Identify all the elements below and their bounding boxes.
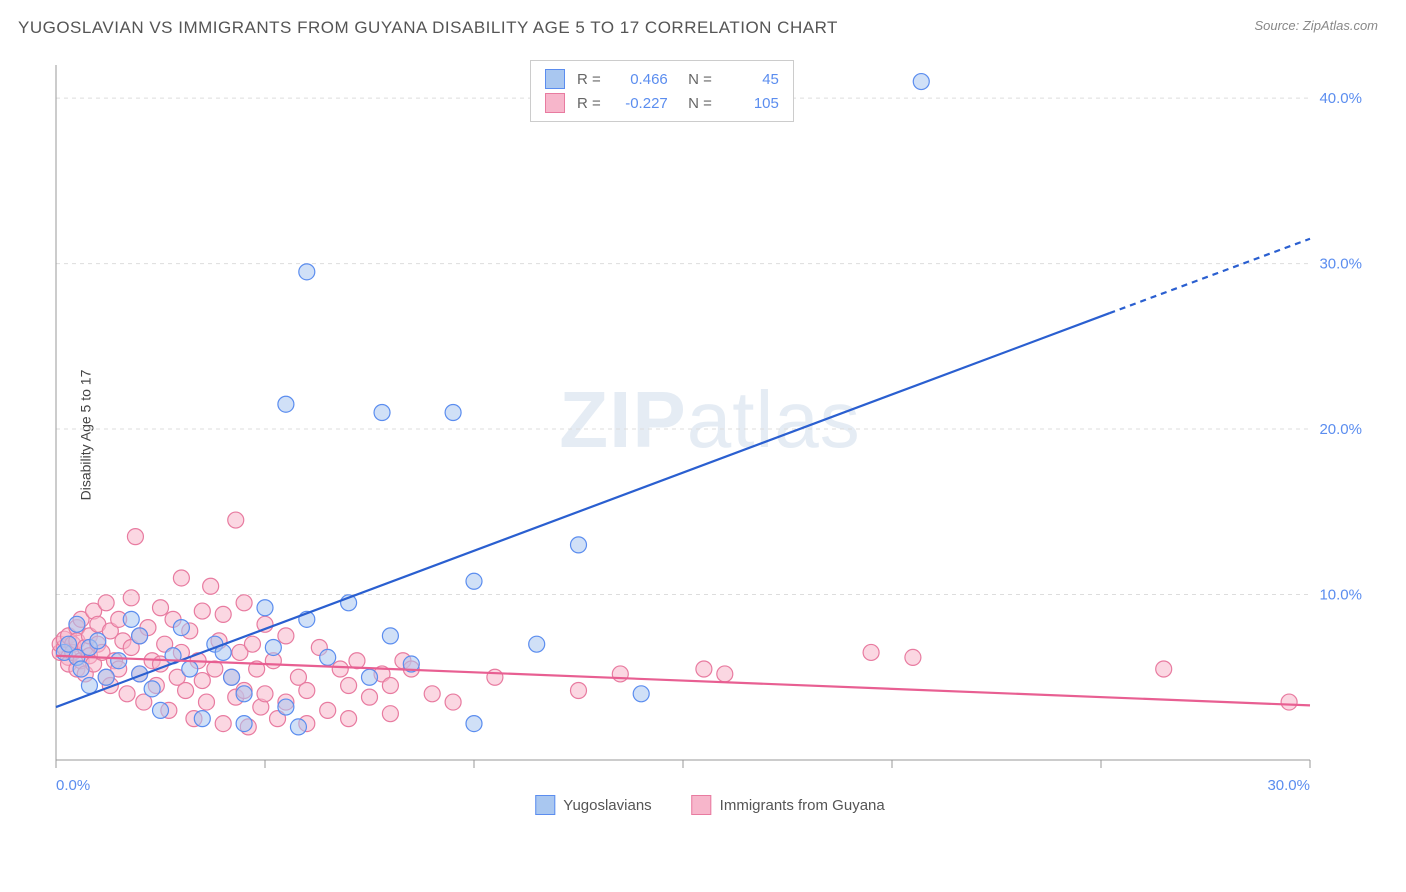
correlation-stats-box: R = 0.466 N = 45 R = -0.227 N = 105 <box>530 60 794 122</box>
legend-swatch-1 <box>692 795 712 815</box>
chart-container: Disability Age 5 to 17 ZIPatlas 10.0%20.… <box>50 55 1370 815</box>
chart-title: YUGOSLAVIAN VS IMMIGRANTS FROM GUYANA DI… <box>18 18 838 38</box>
stats-r-value-0: 0.466 <box>613 71 668 88</box>
stats-row-series-0: R = 0.466 N = 45 <box>545 67 779 91</box>
scatter-plot: 10.0% 20.0% 30.0% 40.0% 0.0% 30.0% <box>50 55 1370 815</box>
legend-label-1: Immigrants from Guyana <box>720 797 885 814</box>
svg-text:20.0%: 20.0% <box>1319 421 1362 438</box>
svg-text:30.0%: 30.0% <box>1319 256 1362 273</box>
svg-text:0.0%: 0.0% <box>56 777 90 794</box>
swatch-series-0 <box>545 69 565 89</box>
swatch-series-1 <box>545 93 565 113</box>
stats-n-value-1: 105 <box>724 95 779 112</box>
stats-n-label: N = <box>680 71 712 88</box>
legend-item-0: Yugoslavians <box>535 795 651 815</box>
svg-text:10.0%: 10.0% <box>1319 587 1362 604</box>
stats-n-value-0: 45 <box>724 71 779 88</box>
source-attribution: Source: ZipAtlas.com <box>1254 18 1378 33</box>
svg-text:30.0%: 30.0% <box>1267 777 1310 794</box>
svg-text:40.0%: 40.0% <box>1319 90 1362 107</box>
stats-r-label: R = <box>577 71 601 88</box>
stats-r-value-1: -0.227 <box>613 95 668 112</box>
stats-n-label: N = <box>680 95 712 112</box>
legend-item-1: Immigrants from Guyana <box>692 795 885 815</box>
legend-swatch-0 <box>535 795 555 815</box>
bottom-legend: Yugoslavians Immigrants from Guyana <box>535 795 884 815</box>
stats-row-series-1: R = -0.227 N = 105 <box>545 91 779 115</box>
legend-label-0: Yugoslavians <box>563 797 651 814</box>
stats-r-label: R = <box>577 95 601 112</box>
